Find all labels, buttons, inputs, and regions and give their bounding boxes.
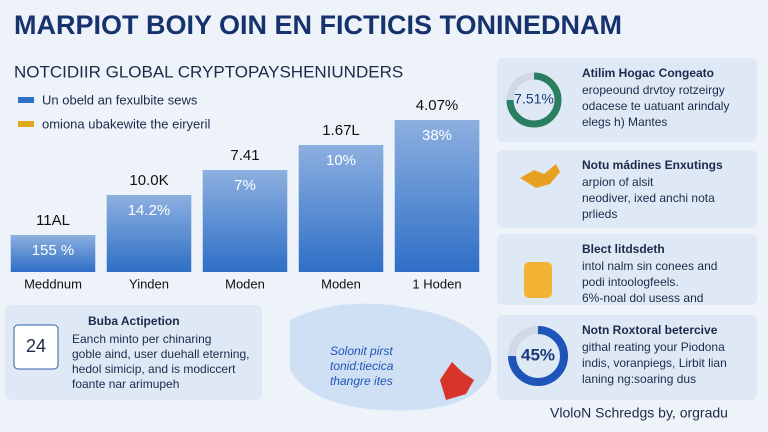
- bar-shine: [106, 195, 192, 272]
- action-line: foante nar arimupeh: [72, 377, 179, 391]
- bar-shine: [202, 170, 288, 272]
- x-tick-label: Moden: [225, 276, 265, 291]
- bar-inner-label: 7%: [234, 177, 256, 194]
- bar-shine: [298, 145, 384, 272]
- card-title: Atilim Hogac Congeato: [582, 66, 714, 80]
- card-line: indis, voranpiegs, Lirbit lian: [582, 356, 727, 370]
- card: [497, 315, 757, 400]
- bar-inner-label: 38%: [422, 127, 452, 144]
- map-shape: [290, 303, 492, 411]
- legend-label: Un obeld an fexulbite sews: [42, 92, 198, 107]
- card-line: githal reating your Piodona: [582, 340, 725, 354]
- x-tick-label: 1 Hoden: [412, 276, 461, 291]
- bar-shine: [10, 235, 96, 272]
- x-tick-label: Moden: [321, 276, 361, 291]
- map-marker: [440, 362, 474, 400]
- card-line: intol nalm sin conees and: [582, 259, 717, 273]
- x-tick-label: Yinden: [129, 276, 169, 291]
- donut-arc: [506, 72, 562, 128]
- card-line: prlieds: [582, 207, 617, 221]
- bar-top-label: 1.67L: [322, 122, 360, 139]
- map-text: thangre ites: [330, 374, 393, 388]
- card-line: arpion of alsit: [582, 175, 654, 189]
- bar-inner-label: 14.2%: [128, 202, 171, 219]
- bar-top-label: 11AL: [36, 212, 70, 229]
- legend-label: omiona ubakewite the eiryeril: [42, 116, 210, 131]
- donut-value: 45%: [521, 345, 555, 364]
- card-line: eropeound drvtoy rotzeirgy: [582, 83, 725, 97]
- card-title: Blect litdsdeth: [582, 242, 665, 256]
- donut-arc: [508, 326, 568, 386]
- card-line: elegs h) Mantes: [582, 115, 667, 129]
- bar-top-label: 10.0K: [129, 172, 168, 189]
- footer: VloloN Schredgs by, orgradu: [550, 405, 728, 421]
- bar-top-label: 7.41: [230, 147, 259, 164]
- legend-swatch: [18, 121, 34, 127]
- card-line: laning ng:soaring dus: [582, 372, 696, 386]
- donut-value: 7.51%: [514, 91, 554, 107]
- card: [497, 150, 757, 228]
- card-line: 6%-noal dol usess and: [582, 291, 703, 305]
- legend-swatch: [18, 97, 34, 103]
- action-title: Buba Actipetion: [88, 314, 180, 328]
- bar-top-label: 4.07%: [416, 97, 459, 114]
- card: [497, 234, 757, 305]
- bar-inner-label: 10%: [326, 152, 356, 169]
- card-line: odacese te uatuant arindaly: [582, 99, 729, 113]
- bar-shine: [394, 120, 480, 272]
- card-line: podi intoologfeels.: [582, 275, 679, 289]
- map-text: tonid:tiecica: [330, 359, 394, 373]
- subtitle: NOTCIDIIR GLOBAL CRYPTOPAYSHENIUNDERS: [14, 62, 403, 81]
- action-line: hedol simicip, and is modiccert: [72, 362, 236, 376]
- card-line: neodiver, ixed anchi nota: [582, 191, 715, 205]
- icon-text: 24: [26, 336, 46, 356]
- bar-inner-label: 155 %: [32, 242, 75, 259]
- x-tick-label: Meddnum: [24, 276, 82, 291]
- action-card: [5, 305, 262, 400]
- icon-box: [13, 324, 59, 370]
- card: [497, 58, 757, 142]
- jar-icon: [524, 262, 552, 298]
- card-title: Notu mádines Enxutings: [582, 158, 723, 172]
- action-line: Eanch minto per chinaring: [72, 332, 211, 346]
- map-text: Solonit pirst: [330, 344, 393, 358]
- title: MARPIOT BOIY OIN EN FICTICIS TONINEDNAM: [14, 10, 622, 40]
- card-title: Notn Roxtoral betercive: [582, 323, 718, 337]
- map-icon: [520, 164, 560, 188]
- action-line: goble aind, user duehall eterning,: [72, 347, 249, 361]
